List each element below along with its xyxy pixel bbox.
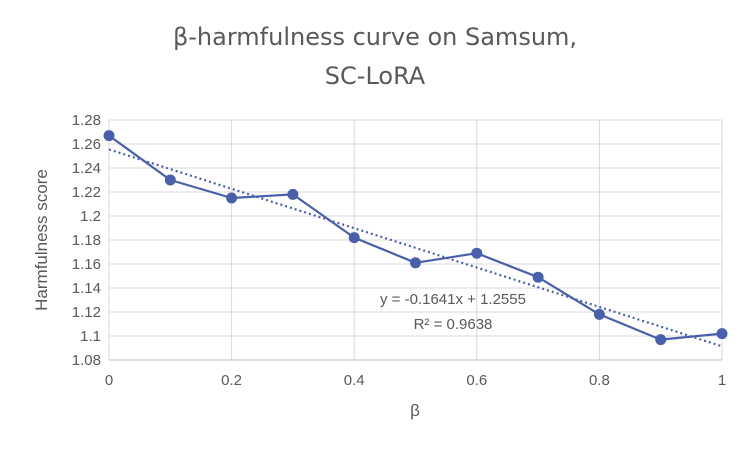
x-axis-label: β (410, 401, 420, 420)
data-point (471, 247, 483, 259)
grid (109, 119, 723, 360)
data-point (348, 232, 360, 244)
y-tick-label: 1.1 (80, 328, 101, 345)
y-tick-label: 1.28 (72, 112, 101, 129)
data-point (287, 188, 299, 200)
series-group (103, 130, 728, 346)
r-squared-label: R² = 0.9638 (414, 316, 493, 333)
y-tick-label: 1.08 (72, 352, 101, 369)
data-point (532, 271, 544, 283)
x-tick-label: 0.4 (344, 372, 365, 389)
y-axis-label: Harmfulness score (32, 169, 51, 311)
y-tick-label: 1.14 (72, 280, 101, 297)
data-point (226, 192, 238, 204)
data-point (593, 308, 605, 320)
data-point (716, 328, 728, 340)
x-tick-label: 0 (105, 372, 113, 389)
axes (108, 120, 722, 361)
data-point (103, 130, 115, 142)
chart-title-line-2: SC-LoRA (325, 62, 426, 90)
trendline-group (108, 148, 723, 348)
y-tick-label: 1.16 (72, 256, 101, 273)
x-tick-label: 0.6 (466, 372, 487, 389)
x-tick-label: 0.2 (221, 372, 242, 389)
trendline (108, 148, 723, 348)
y-tick-label: 1.24 (72, 160, 101, 177)
x-tick-label: 0.8 (589, 372, 610, 389)
y-tick-label: 1.2 (80, 208, 101, 225)
x-tick-label: 1 (718, 372, 726, 389)
y-tick-label: 1.22 (72, 184, 101, 201)
y-tick-label: 1.18 (72, 232, 101, 249)
data-point (410, 257, 421, 269)
data-point (655, 334, 667, 346)
trendline-equation: y = -0.1641x + 1.2555 (380, 291, 526, 308)
data-point (164, 174, 176, 186)
tick-labels: 1.08 1.1 1.12 1.14 1.16 1.18 1.2 1.22 1.24 1.26 1.… (72, 112, 726, 389)
y-tick-label: 1.26 (72, 136, 101, 153)
y-tick-label: 1.12 (72, 304, 101, 321)
chart-title-line-1: β-harmfulness curve on Samsum, (173, 23, 577, 51)
